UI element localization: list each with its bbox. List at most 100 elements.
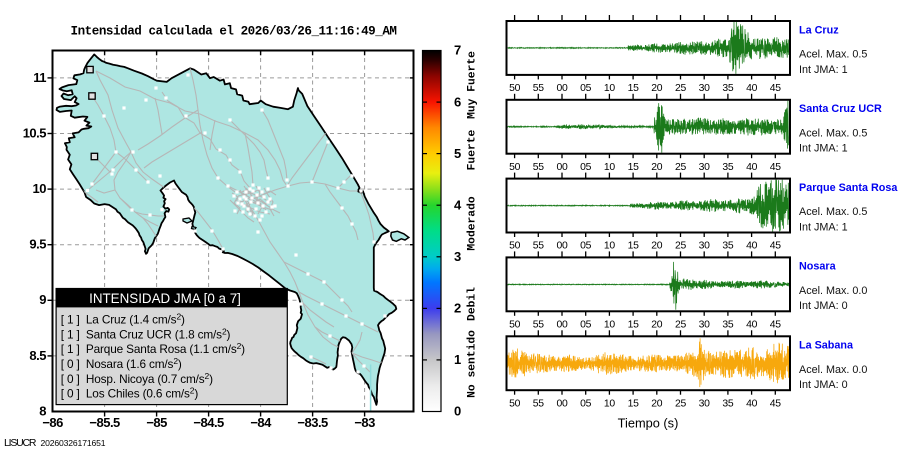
svg-text:45: 45: [770, 398, 782, 409]
svg-text:15: 15: [628, 398, 640, 409]
svg-text:35: 35: [722, 241, 734, 252]
svg-text:25: 25: [675, 162, 687, 173]
svg-text:[ 0 ]: [ 0 ]: [61, 357, 80, 371]
svg-text:05: 05: [580, 83, 592, 94]
svg-text:00: 00: [556, 83, 568, 94]
svg-text:Acel. Max. 0.5: Acel. Max. 0.5: [799, 49, 867, 61]
svg-text:[ 0 ]: [ 0 ]: [61, 372, 80, 386]
svg-text:35: 35: [722, 320, 734, 331]
svg-text:55: 55: [533, 241, 545, 252]
svg-text:55: 55: [533, 83, 545, 94]
svg-text:Int JMA: 1: Int JMA: 1: [799, 143, 848, 155]
svg-text:35: 35: [722, 398, 734, 409]
svg-text:Santa Cruz UCR (1.8 cm/s2): Santa Cruz UCR (1.8 cm/s2): [86, 326, 231, 341]
svg-text:LISUCR: LISUCR: [4, 437, 37, 449]
svg-text:−86: −86: [42, 415, 63, 430]
svg-text:05: 05: [580, 162, 592, 173]
svg-text:Nosara (1.6 cm/s2): Nosara (1.6 cm/s2): [86, 356, 182, 371]
svg-text:55: 55: [533, 162, 545, 173]
svg-text:15: 15: [628, 83, 640, 94]
svg-text:40: 40: [746, 162, 758, 173]
svg-text:10: 10: [604, 83, 616, 94]
svg-text:[ 0 ]: [ 0 ]: [61, 387, 80, 401]
svg-text:45: 45: [770, 83, 782, 94]
svg-text:20260326171651: 20260326171651: [41, 438, 106, 448]
svg-text:8.5: 8.5: [29, 348, 46, 363]
svg-text:25: 25: [675, 398, 687, 409]
svg-text:4: 4: [454, 197, 462, 212]
svg-text:Intensidad calculada el 2026/0: Intensidad calculada el 2026/03/26_11:16…: [71, 24, 397, 38]
svg-text:11: 11: [33, 70, 46, 85]
svg-text:55: 55: [533, 320, 545, 331]
svg-text:5: 5: [454, 146, 461, 161]
svg-text:35: 35: [722, 83, 734, 94]
svg-text:Acel. Max. 0.5: Acel. Max. 0.5: [799, 206, 867, 218]
svg-text:9: 9: [39, 292, 46, 307]
svg-text:25: 25: [675, 320, 687, 331]
svg-text:Los Chiles (0.6 cm/s2): Los Chiles (0.6 cm/s2): [86, 386, 198, 401]
svg-text:30: 30: [699, 320, 711, 331]
svg-text:10: 10: [604, 241, 616, 252]
svg-text:[ 1 ]: [ 1 ]: [61, 342, 80, 356]
svg-text:15: 15: [628, 162, 640, 173]
svg-text:10.5: 10.5: [23, 125, 47, 140]
svg-text:40: 40: [746, 83, 758, 94]
svg-text:55: 55: [533, 398, 545, 409]
svg-text:Int JMA: 1: Int JMA: 1: [799, 64, 848, 76]
svg-text:8: 8: [39, 403, 46, 418]
svg-text:10: 10: [604, 398, 616, 409]
svg-text:INTENSIDAD JMA [0 a 7]: INTENSIDAD JMA [0 a 7]: [89, 291, 241, 306]
svg-text:50: 50: [509, 398, 521, 409]
svg-text:40: 40: [746, 241, 758, 252]
svg-text:Acel. Max. 0.0: Acel. Max. 0.0: [799, 364, 867, 376]
svg-text:05: 05: [580, 320, 592, 331]
svg-text:30: 30: [699, 398, 711, 409]
svg-text:Moderado: Moderado: [467, 196, 479, 250]
svg-text:25: 25: [675, 241, 687, 252]
svg-text:Acel. Max. 0.0: Acel. Max. 0.0: [799, 285, 867, 297]
svg-text:No sentido: No sentido: [467, 330, 479, 398]
svg-text:−84: −84: [250, 415, 272, 430]
svg-text:Int JMA: 0: Int JMA: 0: [799, 300, 848, 312]
svg-text:[ 1 ]: [ 1 ]: [61, 313, 80, 327]
svg-text:6: 6: [454, 94, 461, 109]
svg-text:Debil: Debil: [467, 287, 479, 321]
svg-text:10: 10: [604, 320, 616, 331]
svg-text:45: 45: [770, 320, 782, 331]
svg-text:20: 20: [651, 320, 663, 331]
svg-text:25: 25: [675, 83, 687, 94]
svg-text:20: 20: [651, 398, 663, 409]
svg-text:La Cruz (1.4 cm/s2): La Cruz (1.4 cm/s2): [86, 312, 185, 327]
svg-text:45: 45: [770, 162, 782, 173]
svg-text:7: 7: [454, 43, 461, 58]
svg-text:Nosara: Nosara: [799, 261, 837, 273]
svg-text:20: 20: [651, 241, 663, 252]
svg-text:Parque Santa Rosa (1.1 cm/s2): Parque Santa Rosa (1.1 cm/s2): [86, 341, 245, 356]
svg-text:05: 05: [580, 398, 592, 409]
svg-text:00: 00: [556, 320, 568, 331]
svg-text:30: 30: [699, 83, 711, 94]
svg-text:45: 45: [770, 241, 782, 252]
svg-text:00: 00: [556, 398, 568, 409]
svg-text:40: 40: [746, 398, 758, 409]
svg-text:Muy Fuerte: Muy Fuerte: [467, 51, 479, 119]
svg-text:35: 35: [722, 162, 734, 173]
svg-text:2: 2: [454, 301, 461, 316]
svg-text:[ 1 ]: [ 1 ]: [61, 327, 80, 341]
svg-text:40: 40: [746, 320, 758, 331]
svg-text:−85: −85: [146, 415, 167, 430]
svg-text:Santa Cruz UCR: Santa Cruz UCR: [799, 103, 882, 115]
svg-text:30: 30: [699, 241, 711, 252]
svg-text:Acel. Max. 0.5: Acel. Max. 0.5: [799, 127, 867, 139]
svg-text:15: 15: [628, 241, 640, 252]
svg-text:−83: −83: [354, 415, 375, 430]
svg-text:Int JMA: 0: Int JMA: 0: [799, 379, 848, 391]
svg-text:Int JMA: 1: Int JMA: 1: [799, 221, 848, 233]
svg-text:Parque Santa Rosa: Parque Santa Rosa: [799, 182, 898, 194]
svg-text:−83.5: −83.5: [297, 415, 328, 430]
svg-text:00: 00: [556, 162, 568, 173]
svg-text:00: 00: [556, 241, 568, 252]
svg-text:1: 1: [454, 352, 461, 367]
svg-text:10: 10: [33, 181, 47, 196]
svg-text:50: 50: [509, 320, 521, 331]
